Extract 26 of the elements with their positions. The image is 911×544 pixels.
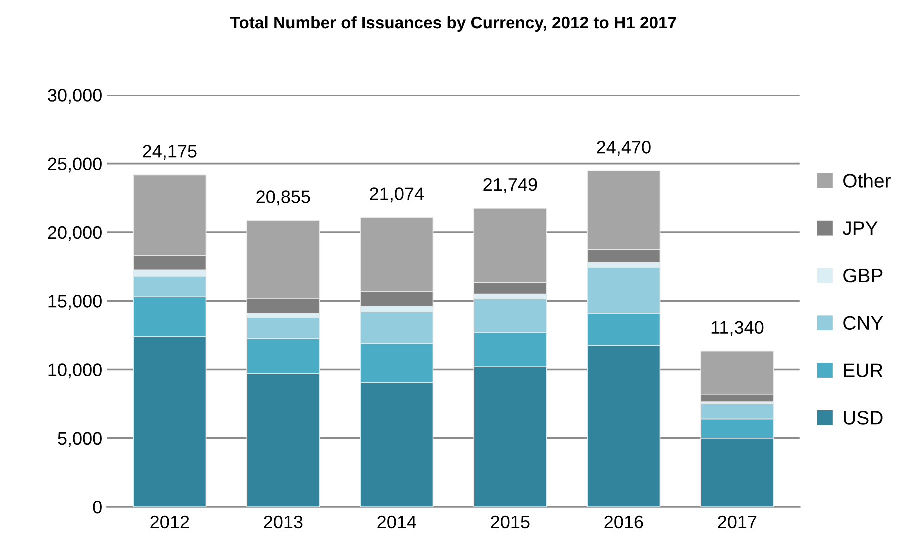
legend-label: EUR [844, 364, 883, 378]
x-tick-label: 2014 [378, 516, 416, 529]
total-label: 20,855 [256, 190, 310, 206]
total-label: 21,074 [370, 188, 424, 203]
x-tick-label: 2012 [150, 516, 190, 529]
x-tick-label: 2017 [718, 516, 757, 529]
x-tick-label: 2013 [264, 516, 303, 529]
legend-label: Other [844, 174, 891, 188]
legend-label: GBP [844, 268, 883, 283]
chart-title: Total Number of Issuances by Currency, 2012 to H1 2017 [230, 16, 676, 32]
total-label: 24,175 [143, 145, 197, 160]
y-tick-label: 10,000 [48, 364, 102, 379]
total-label: 24,470 [597, 141, 651, 156]
total-label: 11,340 [712, 321, 764, 336]
x-tick-label: 2015 [491, 516, 530, 529]
total-label: 21,749 [484, 178, 538, 194]
x-tick-label: 2016 [604, 516, 644, 529]
y-tick-label: 0 [93, 500, 102, 514]
y-tick-label: 15,000 [48, 295, 102, 310]
legend-label: USD [844, 411, 883, 425]
legend-label: JPY [842, 222, 878, 236]
legend-label: CNY [844, 316, 884, 330]
y-tick-label: 20,000 [48, 226, 102, 242]
y-tick-label: 30,000 [48, 89, 102, 104]
y-tick-label: 25,000 [48, 158, 102, 173]
y-tick-label: 5,000 [58, 432, 102, 448]
